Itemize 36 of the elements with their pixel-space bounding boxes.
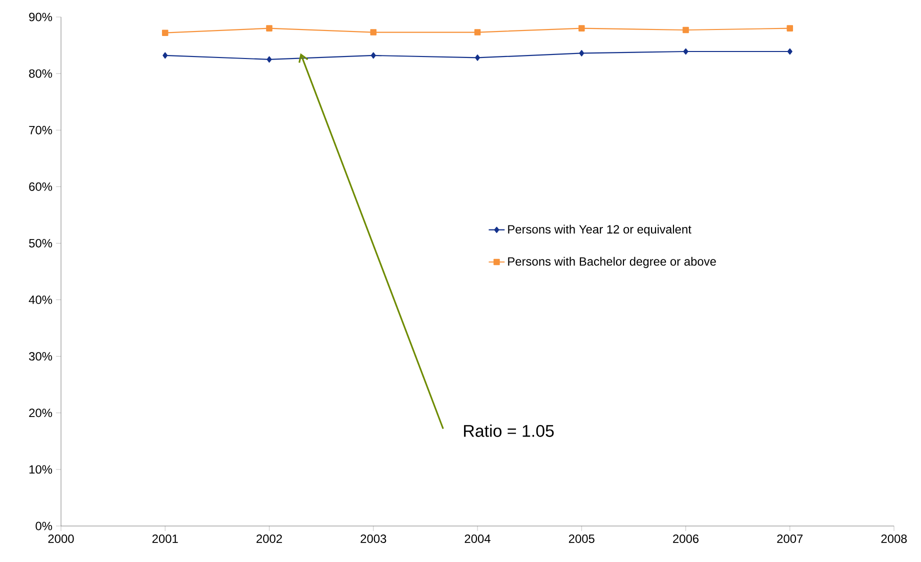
point — [266, 25, 272, 32]
y-tick-label: 30% — [29, 352, 52, 361]
legend-label: Persons with Year 12 or equivalent — [508, 224, 692, 236]
point — [578, 25, 585, 32]
legend-label: Persons with Bachelor degree or above — [508, 256, 716, 268]
point — [474, 29, 481, 36]
y-tick-label: 50% — [29, 238, 52, 248]
point — [370, 29, 377, 36]
x-tick-label: 2008 — [881, 534, 907, 543]
y-tick-label: 20% — [29, 408, 52, 418]
x-tick-label: 2007 — [777, 534, 803, 543]
point — [370, 52, 376, 59]
x-tick-label: 2004 — [464, 534, 490, 543]
point — [579, 50, 584, 56]
y-tick-label: 60% — [29, 182, 52, 191]
x-tick-label: 2000 — [48, 534, 74, 543]
y-tick-label: 0% — [36, 522, 52, 530]
point — [787, 48, 792, 55]
point — [683, 48, 688, 55]
y-tick-label: 10% — [29, 465, 52, 474]
y-tick-label: 40% — [28, 296, 52, 304]
point — [682, 26, 689, 34]
y-tick-label: 70% — [29, 126, 52, 134]
point — [162, 52, 168, 59]
point — [162, 30, 168, 36]
x-tick-label: 2003 — [360, 534, 386, 543]
x-tick-label: 2005 — [568, 534, 594, 543]
y-tick-label: 80% — [29, 69, 52, 78]
annotation: Ratio = 1.05 — [464, 424, 554, 437]
point — [475, 54, 480, 61]
point — [266, 56, 272, 63]
x-tick-label: 2002 — [256, 534, 282, 543]
x-tick-label: 2006 — [673, 534, 699, 543]
x-tick-label: 2001 — [152, 534, 178, 543]
point — [786, 25, 794, 32]
y-tick-label: 90% — [29, 12, 52, 22]
